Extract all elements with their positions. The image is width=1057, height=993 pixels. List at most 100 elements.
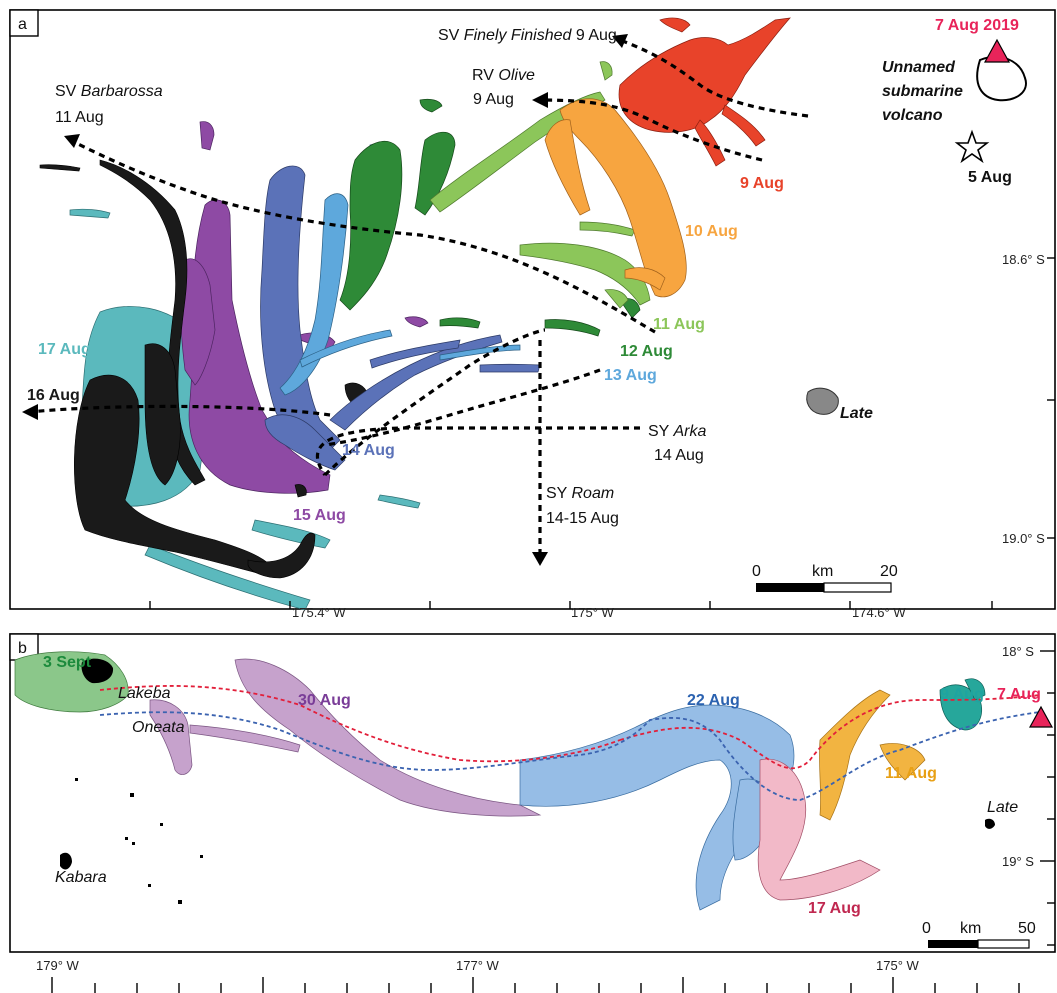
scalebar-b-unit: km bbox=[960, 920, 981, 937]
track-roam-c bbox=[324, 368, 601, 447]
label-aug13: 13 Aug bbox=[604, 367, 657, 384]
ticks-b bbox=[51, 650, 1055, 993]
lon-b-3: 175° W bbox=[876, 958, 920, 973]
island-lakeba-label: Lakeba bbox=[118, 685, 171, 702]
vessel-arka-date: 14 Aug bbox=[654, 447, 704, 464]
track-arrowheads bbox=[22, 34, 628, 566]
vessel-olive: RV Olive bbox=[472, 67, 535, 84]
scalebar-a-white bbox=[823, 582, 892, 593]
vessel-roam: SY Roam bbox=[546, 485, 614, 502]
label-b-aug11: 11 Aug bbox=[885, 765, 937, 782]
scalebar-a-start: 0 bbox=[752, 563, 761, 580]
arrow-olive bbox=[532, 92, 548, 108]
island-late-b bbox=[985, 818, 995, 829]
label-aug9: 9 Aug bbox=[740, 175, 784, 192]
lat-b-2: 19° S bbox=[1002, 854, 1034, 869]
raft-b-aug9 bbox=[939, 678, 986, 731]
vessel-olive-date: 9 Aug bbox=[473, 91, 514, 108]
arrow-roam bbox=[532, 552, 548, 566]
arrow-barbarossa bbox=[64, 134, 80, 148]
scalebar-b-black bbox=[928, 940, 978, 948]
label-aug10: 10 Aug bbox=[685, 223, 738, 240]
vessel-barbarossa-date: 11 Aug bbox=[55, 109, 104, 126]
label-b-aug30: 30 Aug bbox=[298, 692, 351, 709]
lon-a-2: 175° W bbox=[571, 605, 615, 620]
track-finely-finished bbox=[619, 38, 809, 118]
label-aug16: 16 Aug bbox=[27, 387, 80, 404]
track-olive bbox=[539, 98, 763, 162]
arrow-aug16 bbox=[22, 404, 38, 420]
panel-a-letter: a bbox=[18, 16, 27, 33]
label-aug17: 17 Aug bbox=[38, 341, 91, 358]
ticks-a bbox=[149, 257, 1055, 609]
island-oneata-label: Oneata bbox=[132, 719, 185, 736]
track-barbarossa bbox=[69, 138, 656, 334]
lat-b-1: 18° S bbox=[1002, 644, 1034, 659]
track-b-blue bbox=[99, 711, 1041, 801]
label-aug15: 15 Aug bbox=[293, 507, 346, 524]
small-islands bbox=[75, 778, 203, 904]
lon-a-3: 174.6° W bbox=[852, 605, 906, 620]
label-b-aug17: 17 Aug bbox=[808, 900, 861, 917]
lon-a-1: 175.4° W bbox=[292, 605, 346, 620]
volcano-name-line1: Unnamed bbox=[882, 59, 956, 76]
panel-a-letter-box bbox=[9, 9, 39, 37]
scalebar-b-start: 0 bbox=[922, 920, 931, 937]
label-aug12: 12 Aug bbox=[620, 343, 673, 360]
ship-tracks bbox=[29, 38, 809, 555]
eruption-triangle-icon bbox=[983, 38, 1011, 63]
island-late-b-label: Late bbox=[987, 799, 1018, 816]
arrow-finely bbox=[612, 34, 628, 48]
vessel-arka: SY Arka bbox=[648, 423, 707, 440]
volcano-name-line3: volcano bbox=[882, 107, 943, 124]
label-aug14: 14 Aug bbox=[342, 442, 395, 459]
eruption-triangle-b-icon bbox=[1028, 705, 1054, 728]
track-aug16 bbox=[29, 404, 331, 417]
scalebar-a-unit: km bbox=[812, 563, 833, 580]
label-b-aug7: 7 Aug bbox=[997, 686, 1041, 703]
scalebar-b-white bbox=[977, 939, 1030, 949]
label-b-sept3: 3 Sept bbox=[43, 654, 92, 671]
scalebar-b-end: 50 bbox=[1018, 920, 1036, 937]
island-lakeba bbox=[81, 658, 114, 684]
star-date: 5 Aug bbox=[968, 169, 1012, 186]
island-kabara-label: Kabara bbox=[55, 869, 107, 886]
lat-a-2: 19.0° S bbox=[1002, 531, 1045, 546]
scalebar-a: 0 km 20 bbox=[752, 563, 898, 593]
lat-a-1: 18.6° S bbox=[1002, 252, 1045, 267]
raft-aug12 bbox=[339, 98, 641, 337]
panel-a-frame bbox=[9, 9, 1056, 610]
track-b-red-east bbox=[619, 694, 1041, 770]
vessel-finely-finished: SV Finely Finished 9 Aug bbox=[438, 27, 617, 44]
eruption-date: 7 Aug 2019 bbox=[935, 17, 1019, 34]
raft-aug16 bbox=[39, 159, 369, 579]
island-late-label: Late bbox=[840, 405, 873, 422]
panel-b-letter: b bbox=[18, 640, 27, 657]
volcano-outline bbox=[976, 55, 1027, 102]
raft-b-aug30 bbox=[149, 658, 542, 817]
star-icon bbox=[954, 129, 990, 164]
panel-a: a bbox=[9, 9, 1056, 620]
volcano-name-line2: submarine bbox=[882, 83, 963, 100]
island-late bbox=[806, 387, 839, 415]
raft-b-aug17 bbox=[757, 758, 881, 901]
raft-aug15 bbox=[180, 121, 429, 494]
panel-b: b bbox=[9, 633, 1056, 993]
raft-aug10 bbox=[544, 58, 716, 298]
label-b-aug9: 9 Aug bbox=[940, 686, 984, 703]
track-roam-a bbox=[323, 328, 546, 477]
scalebar-b: 0 km 50 bbox=[922, 920, 1036, 949]
track-b-red bbox=[99, 685, 621, 763]
vessel-barbarossa: SV Barbarossa bbox=[55, 83, 163, 100]
scalebar-a-black bbox=[756, 583, 824, 592]
scalebar-a-end: 20 bbox=[880, 563, 898, 580]
island-kabara bbox=[60, 852, 72, 870]
raft-b-aug22 bbox=[519, 704, 795, 911]
raft-aug9 bbox=[618, 17, 791, 167]
lon-b-1: 179° W bbox=[36, 958, 80, 973]
raft-aug14 bbox=[260, 165, 541, 471]
raft-b-aug11 bbox=[819, 689, 926, 821]
vessel-roam-date: 14-15 Aug bbox=[546, 510, 619, 527]
panel-b-frame bbox=[9, 633, 1056, 953]
